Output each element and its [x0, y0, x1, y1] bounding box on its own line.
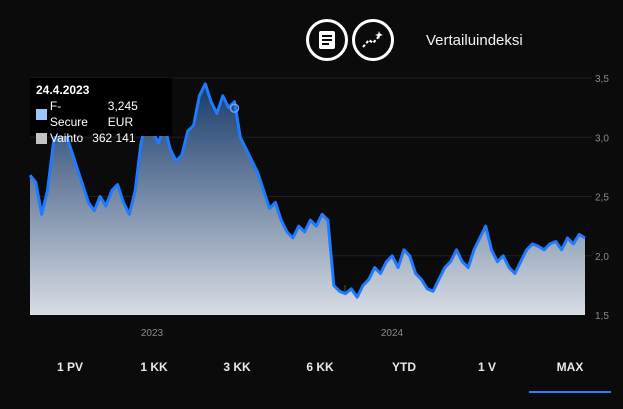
tab-3kk[interactable]: 3 KK: [223, 360, 251, 374]
x-tick-label: 2024: [381, 328, 404, 339]
tab-1v[interactable]: 1 V: [477, 360, 497, 374]
y-tick-label: 3,0: [595, 133, 609, 144]
chart-tooltip: 24.4.2023 F-Secure 3,245 EUR Vaihto 362 …: [30, 78, 172, 145]
tooltip-series-name: F-Secure: [49, 99, 88, 129]
price-line: [28, 82, 586, 299]
tooltip-series-value: 3,245 EUR: [107, 99, 138, 129]
tooltip-volume-name: Vaihto: [50, 131, 84, 145]
tab-ytd[interactable]: YTD: [392, 360, 416, 374]
y-tick-label: 2,5: [595, 193, 609, 204]
price-chart[interactable]: 3,5 3,0 2,5 2,0 1,5 2023 2024: [0, 0, 623, 340]
tab-max[interactable]: MAX: [556, 360, 584, 374]
series-swatch: [36, 108, 47, 120]
benchmark-label[interactable]: Vertailuindeksi: [426, 32, 523, 49]
tooltip-volume-value: 362 141: [92, 131, 136, 145]
x-tick-label: 2023: [141, 328, 164, 339]
volume-swatch: [36, 132, 47, 144]
tooltip-series-row: F-Secure 3,245 EUR: [36, 98, 166, 130]
y-tick-label: 3,5: [595, 74, 609, 85]
compare-button[interactable]: [352, 19, 394, 61]
document-icon: [319, 31, 335, 49]
y-tick-label: 2,0: [595, 252, 609, 263]
tooltip-volume-row: Vaihto 362 141: [36, 130, 166, 146]
y-tick-label: 1,5: [595, 311, 609, 322]
highlight-marker: [229, 103, 240, 113]
active-tab-indicator: [529, 391, 611, 393]
tab-6kk[interactable]: 6 KK: [306, 360, 334, 374]
range-tabs: 1 PV 1 KK 3 KK 6 KK YTD 1 V MAX: [0, 350, 623, 390]
price-area: [30, 83, 585, 316]
tab-1kk[interactable]: 1 KK: [140, 360, 168, 374]
trend-line-icon: [362, 31, 383, 48]
tab-1pv[interactable]: 1 PV: [56, 360, 84, 374]
tooltip-date: 24.4.2023: [36, 83, 90, 97]
report-button[interactable]: [306, 19, 348, 61]
